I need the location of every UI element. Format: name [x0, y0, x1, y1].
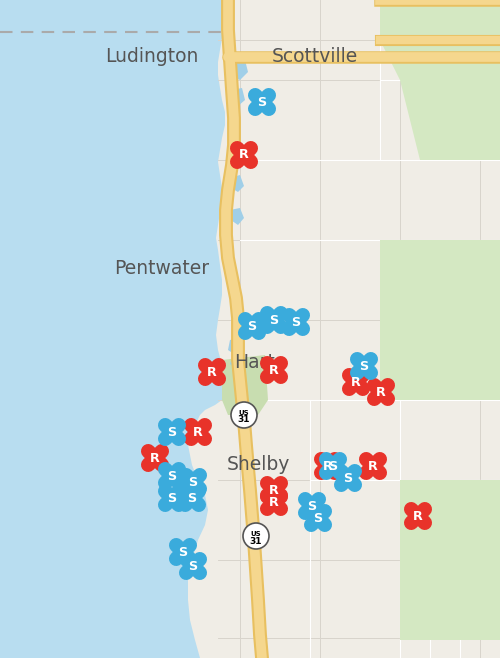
Polygon shape [222, 355, 268, 415]
Circle shape [231, 402, 257, 428]
Text: R: R [193, 426, 203, 438]
Text: R: R [269, 495, 279, 509]
Circle shape [243, 523, 269, 549]
Text: Scottville: Scottville [272, 47, 358, 66]
Text: S: S [308, 499, 316, 513]
Text: Hart: Hart [234, 353, 276, 372]
Text: S: S [178, 545, 188, 559]
Text: R: R [323, 459, 333, 472]
Text: S: S [188, 559, 198, 572]
Text: 31: 31 [238, 415, 250, 424]
Polygon shape [228, 208, 244, 225]
Text: R: R [239, 149, 249, 161]
Polygon shape [380, 240, 500, 400]
Text: R: R [269, 363, 279, 376]
Polygon shape [228, 175, 244, 192]
Polygon shape [228, 338, 244, 356]
Text: S: S [314, 511, 322, 524]
Text: Pentwater: Pentwater [114, 259, 210, 278]
Text: S: S [292, 315, 300, 328]
Text: R: R [413, 509, 423, 522]
Polygon shape [400, 480, 500, 640]
Text: S: S [328, 459, 338, 472]
Text: S: S [344, 472, 352, 484]
Text: Ludington: Ludington [106, 47, 198, 66]
Polygon shape [228, 60, 248, 80]
Text: S: S [168, 470, 176, 482]
Text: R: R [207, 365, 217, 378]
Text: S: S [270, 313, 278, 326]
Text: S: S [168, 426, 176, 438]
Text: S: S [360, 359, 368, 372]
Text: R: R [269, 484, 279, 497]
Text: R: R [351, 376, 361, 388]
Polygon shape [230, 355, 244, 370]
Text: S: S [258, 95, 266, 109]
Text: US: US [238, 410, 250, 416]
Text: S: S [248, 320, 256, 332]
Text: US: US [250, 531, 262, 537]
Text: S: S [168, 492, 176, 505]
Polygon shape [188, 0, 500, 658]
Text: R: R [376, 386, 386, 399]
Text: S: S [188, 476, 198, 488]
Polygon shape [380, 0, 500, 160]
Text: 31: 31 [250, 536, 262, 545]
Text: R: R [150, 451, 160, 465]
Text: S: S [188, 492, 196, 505]
Text: R: R [368, 459, 378, 472]
Text: Shelby: Shelby [226, 455, 290, 474]
Polygon shape [230, 88, 245, 106]
